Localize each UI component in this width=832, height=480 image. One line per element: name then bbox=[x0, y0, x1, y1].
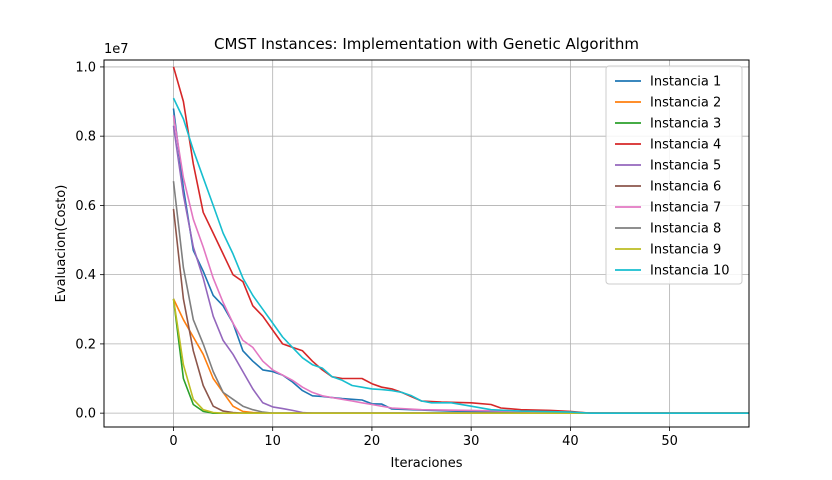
y-tick-label: 0.6 bbox=[75, 199, 96, 214]
series-line bbox=[172, 97, 749, 415]
x-tick-label: 40 bbox=[562, 434, 579, 449]
legend-entry-label: Instancia 9 bbox=[650, 243, 721, 258]
y-tick-label: 0.2 bbox=[75, 337, 96, 352]
x-axis-ticks: 0 10 20 30 40 50 bbox=[169, 427, 678, 449]
legend-entry-label: Instancia 8 bbox=[650, 222, 721, 237]
y-tick-label: 0.4 bbox=[75, 268, 96, 283]
x-tick-label: 10 bbox=[264, 434, 281, 449]
y-tick-label: 1.0 bbox=[75, 60, 96, 75]
chart-title: CMST Instances: Implementation with Gene… bbox=[214, 35, 639, 53]
x-tick-label: 30 bbox=[463, 434, 480, 449]
x-tick-label: 0 bbox=[169, 434, 177, 449]
legend-entry-label: Instancia 2 bbox=[650, 96, 721, 111]
legend-entry-label: Instancia 3 bbox=[650, 117, 721, 132]
series-line bbox=[172, 66, 749, 415]
y-tick-label: 0.8 bbox=[75, 130, 96, 145]
y-axis-offset-label: 1e7 bbox=[104, 42, 129, 57]
x-tick-label: 50 bbox=[661, 434, 678, 449]
legend-box bbox=[605, 65, 743, 285]
legend-entry-label: Instancia 5 bbox=[650, 159, 721, 174]
series-line bbox=[172, 181, 749, 415]
y-axis-ticks: 0.0 0.2 0.4 0.6 0.8 1.0 bbox=[75, 60, 104, 422]
legend: Instancia 1 Instancia 2 Instancia 3 Instanc… bbox=[605, 65, 743, 285]
series-line bbox=[172, 115, 749, 415]
legend-entry-label: Instancia 4 bbox=[650, 138, 721, 153]
plot-frame bbox=[103, 59, 750, 428]
legend-entry-label: Instancia 6 bbox=[650, 180, 721, 195]
x-axis-label: Iteraciones bbox=[391, 456, 463, 471]
series-lines bbox=[172, 66, 749, 415]
legend-entry-label: Instancia 10 bbox=[650, 264, 730, 279]
series-line bbox=[172, 125, 749, 415]
y-tick-label: 0.0 bbox=[75, 407, 96, 422]
x-tick-label: 20 bbox=[364, 434, 381, 449]
y-axis-label: Evaluacion(Costo) bbox=[54, 185, 69, 303]
legend-entry-label: Instancia 1 bbox=[650, 75, 721, 90]
legend-entry-label: Instancia 7 bbox=[650, 201, 721, 216]
series-line bbox=[172, 298, 749, 415]
